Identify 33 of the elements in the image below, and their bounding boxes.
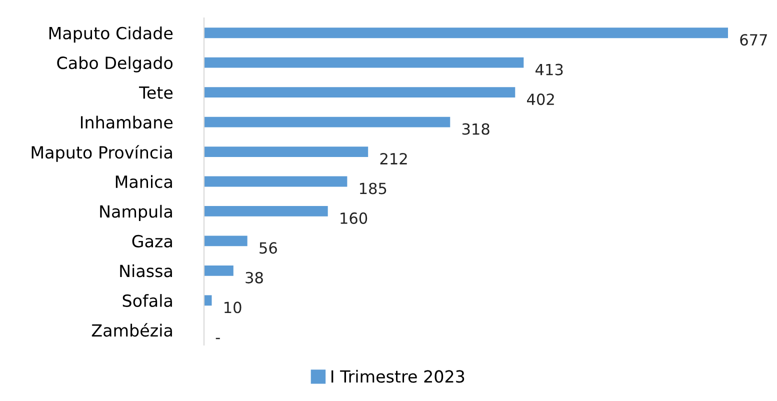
data-label: 318 xyxy=(462,123,490,135)
bar xyxy=(204,116,450,128)
y-tick-label: Cabo Delgado xyxy=(57,56,173,72)
bar xyxy=(204,236,248,246)
y-tick-label: Inhambane xyxy=(80,116,173,129)
y-tick-label: Sofala xyxy=(122,294,172,307)
bar xyxy=(204,57,524,68)
y-tick-label: Maputo Província xyxy=(32,145,172,162)
data-label: - xyxy=(216,338,220,340)
data-label: 160 xyxy=(340,212,368,224)
data-label: 185 xyxy=(360,182,386,194)
y-tick-label: Nampula xyxy=(100,204,172,222)
bar xyxy=(204,87,516,98)
legend-label: I Trimestre 2023 xyxy=(332,370,464,383)
data-label: 402 xyxy=(527,94,554,106)
y-tick-label: Tete xyxy=(139,86,173,99)
bar xyxy=(204,295,212,306)
y-tick-label: Manica xyxy=(116,175,172,188)
data-label: 212 xyxy=(380,152,407,164)
y-tick-label: Niassa xyxy=(120,264,172,278)
data-label: 10 xyxy=(224,302,242,314)
bar xyxy=(204,146,368,157)
data-label: 677 xyxy=(740,34,767,46)
data-label: 413 xyxy=(536,64,563,76)
data-label: 56 xyxy=(260,242,277,254)
y-tick-label: Gaza xyxy=(132,234,172,248)
bar xyxy=(204,28,728,38)
y-tick-label: Maputo Cidade xyxy=(49,26,173,43)
y-tick-label: Zambézia xyxy=(92,323,172,337)
data-label: 38 xyxy=(246,272,263,284)
bar xyxy=(204,176,348,187)
bar xyxy=(204,265,234,276)
bar xyxy=(204,206,328,216)
